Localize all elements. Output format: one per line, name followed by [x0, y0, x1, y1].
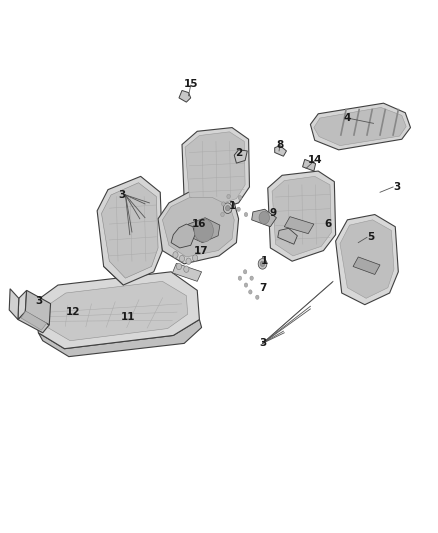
Polygon shape [275, 146, 286, 156]
Polygon shape [102, 183, 158, 278]
Circle shape [244, 283, 248, 287]
Polygon shape [340, 220, 394, 298]
Polygon shape [272, 176, 331, 256]
Circle shape [177, 263, 182, 270]
Circle shape [226, 206, 230, 211]
Circle shape [186, 258, 191, 264]
Polygon shape [284, 216, 314, 233]
Polygon shape [311, 103, 410, 150]
Polygon shape [21, 311, 47, 330]
Text: 16: 16 [191, 219, 206, 229]
Polygon shape [9, 289, 19, 319]
Polygon shape [158, 192, 239, 264]
Text: 4: 4 [344, 113, 351, 123]
Text: 3: 3 [393, 182, 400, 192]
Polygon shape [353, 257, 380, 274]
Polygon shape [268, 171, 336, 261]
Polygon shape [18, 290, 27, 319]
Circle shape [173, 252, 178, 258]
Polygon shape [185, 132, 245, 208]
Circle shape [227, 195, 230, 199]
Circle shape [180, 255, 185, 262]
Circle shape [221, 213, 224, 216]
Text: 8: 8 [276, 140, 283, 150]
Text: 17: 17 [194, 246, 208, 256]
Text: 5: 5 [367, 232, 374, 243]
Polygon shape [171, 224, 195, 248]
Polygon shape [278, 228, 297, 244]
Text: 3: 3 [35, 296, 43, 306]
Text: 3: 3 [259, 338, 266, 349]
Circle shape [244, 270, 247, 274]
Circle shape [249, 290, 252, 294]
Text: 12: 12 [66, 306, 81, 317]
Circle shape [237, 207, 240, 212]
Text: 15: 15 [184, 78, 198, 88]
Polygon shape [252, 209, 276, 227]
Circle shape [194, 219, 213, 242]
Circle shape [258, 259, 267, 269]
Polygon shape [18, 312, 49, 333]
Polygon shape [182, 127, 250, 214]
Polygon shape [34, 272, 199, 349]
Text: 6: 6 [324, 219, 332, 229]
Circle shape [260, 261, 265, 266]
Polygon shape [173, 263, 201, 281]
Polygon shape [314, 108, 406, 146]
Circle shape [259, 212, 269, 224]
Circle shape [238, 196, 242, 200]
Polygon shape [234, 150, 247, 163]
Polygon shape [97, 176, 162, 285]
Text: 1: 1 [229, 200, 236, 211]
Text: 2: 2 [235, 148, 242, 158]
Circle shape [192, 255, 198, 261]
Circle shape [244, 213, 248, 216]
Text: 14: 14 [307, 156, 322, 165]
Polygon shape [336, 215, 398, 305]
Text: 11: 11 [120, 312, 135, 322]
Polygon shape [25, 290, 50, 325]
Circle shape [223, 203, 232, 214]
Polygon shape [39, 319, 201, 357]
Polygon shape [303, 159, 316, 171]
Polygon shape [44, 281, 187, 341]
Circle shape [255, 295, 259, 300]
Circle shape [222, 202, 225, 206]
Polygon shape [187, 217, 220, 243]
Polygon shape [179, 91, 191, 102]
Text: 9: 9 [270, 208, 277, 219]
Circle shape [238, 276, 242, 280]
Polygon shape [162, 198, 234, 257]
Text: 3: 3 [118, 190, 125, 200]
Circle shape [184, 266, 189, 272]
Circle shape [250, 276, 253, 280]
Text: 1: 1 [261, 256, 268, 266]
Text: 7: 7 [259, 282, 266, 293]
